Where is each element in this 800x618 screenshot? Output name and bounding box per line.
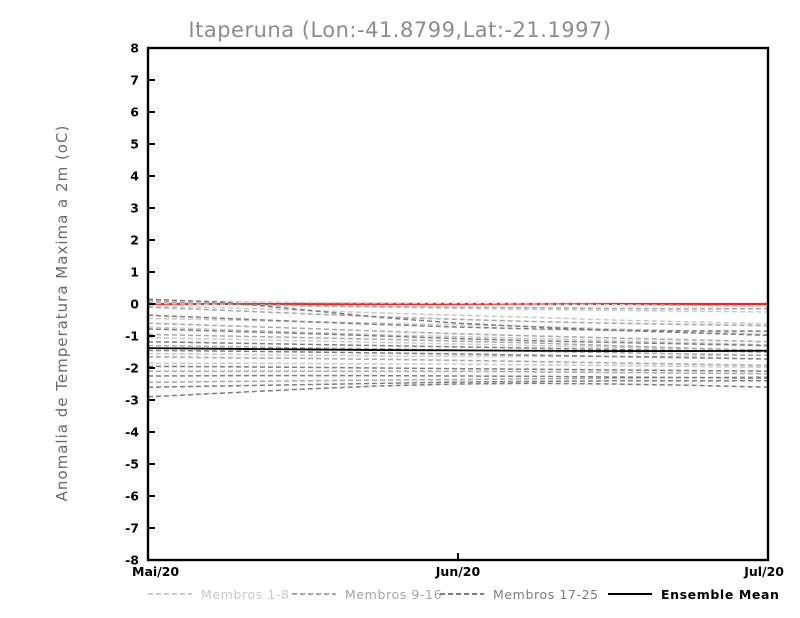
x-tick-label: Mai/20 [132, 564, 179, 579]
y-tick-label: 5 [130, 137, 139, 152]
member-line-5 [148, 326, 768, 346]
y-tick-label: -7 [125, 521, 139, 536]
y-tick-label: -4 [125, 425, 139, 440]
y-tick-label: 3 [130, 201, 139, 216]
member-line-23 [148, 374, 768, 379]
member-line-12 [148, 333, 768, 352]
member-line-22 [148, 365, 768, 372]
y-tick-label: 8 [130, 41, 139, 56]
series-group [148, 298, 768, 398]
y-tick-label: 6 [130, 105, 139, 120]
member-line-21 [148, 349, 768, 360]
chart-legend: Membros 1-8 Membros 9-16 Membros 17-25 Ense… [0, 585, 800, 605]
y-tick-label: -6 [125, 489, 139, 504]
x-axis: Mai/20 Jun/20 Jul/20 [132, 553, 784, 579]
legend-label: Membros 1-8 [201, 586, 290, 602]
legend-label: Membros 9-16 [345, 586, 443, 602]
page-title: Itaperuna (Lon:-41.8799,Lat:-21.1997) [188, 18, 612, 42]
y-tick-label: 2 [130, 233, 139, 248]
y-tick-label: -5 [125, 457, 139, 472]
y-axis: 8 7 6 5 4 3 2 1 0 -1 -2 -3 -4 -5 -6 -7 -8 [125, 41, 155, 568]
legend-label: Ensemble Mean [661, 586, 780, 602]
member-line-15 [148, 370, 768, 375]
legend-swatch [608, 592, 652, 596]
member-line-9 [148, 300, 768, 310]
legend-item: Membros 17-25 [440, 585, 599, 603]
y-tick-label: -8 [125, 553, 139, 568]
x-tick-label: Jul/20 [743, 564, 784, 579]
legend-item: Ensemble Mean [608, 585, 780, 603]
legend-swatch [292, 593, 336, 595]
member-line-11 [148, 322, 768, 343]
y-tick-label: 7 [130, 73, 139, 88]
member-line-24 [148, 380, 768, 388]
member-line-6 [148, 336, 768, 352]
member-line-7 [148, 352, 768, 358]
member-line-3 [148, 304, 768, 325]
y-tick-label: -2 [125, 361, 139, 376]
x-tick-label: Jun/20 [435, 564, 481, 579]
member-line-13 [148, 344, 768, 356]
member-line-2 [148, 302, 768, 313]
y-tick-label: 0 [130, 297, 139, 312]
legend-item: Membros 1-8 [148, 585, 290, 603]
y-tick-label: 4 [130, 169, 139, 184]
y-tick-label: -3 [125, 393, 139, 408]
y-tick-label: -1 [125, 329, 139, 344]
member-line-18 [148, 314, 768, 332]
member-line-1 [148, 299, 768, 308]
member-line-25 [148, 382, 768, 398]
legend-swatch [148, 593, 192, 595]
member-line-8 [148, 362, 768, 369]
ensemble-mean-line [148, 347, 768, 352]
legend-item: Membros 9-16 [292, 585, 442, 603]
y-tick-label: 1 [130, 265, 139, 280]
member-line-19 [148, 328, 768, 347]
legend-swatch [440, 593, 484, 595]
member-line-16 [148, 376, 768, 384]
member-line-10 [148, 306, 768, 327]
legend-label: Membros 17-25 [493, 586, 599, 602]
member-line-14 [148, 356, 768, 367]
